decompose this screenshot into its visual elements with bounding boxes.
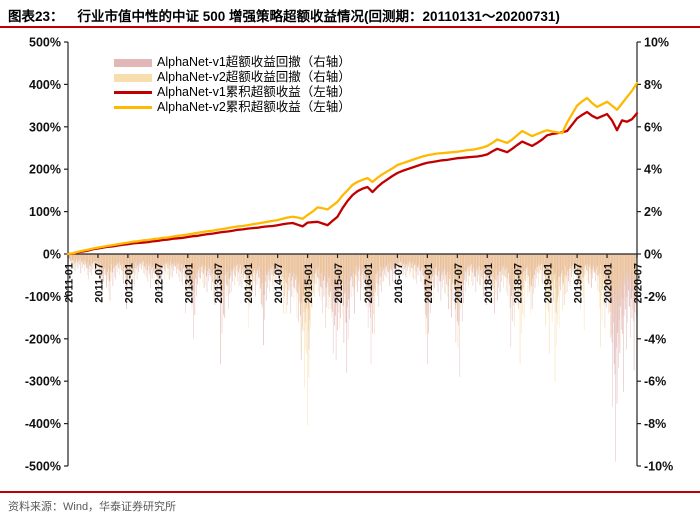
source-note: 资料来源：Wind，华泰证券研究所 (8, 501, 177, 513)
svg-text:-10%: -10% (644, 460, 673, 474)
svg-text:500%: 500% (29, 36, 61, 50)
legend-item-v1-drawdown: AlphaNet-v1超额收益回撤（右轴） (114, 55, 351, 70)
svg-text:-400%: -400% (25, 417, 61, 431)
svg-text:10%: 10% (644, 36, 669, 50)
svg-text:-300%: -300% (25, 375, 61, 389)
svg-text:2011-01: 2011-01 (64, 263, 76, 303)
svg-text:2016-07: 2016-07 (393, 263, 405, 303)
figure-title-prefix: 图表23： (8, 9, 64, 24)
svg-text:2014-07: 2014-07 (273, 263, 285, 303)
svg-text:-200%: -200% (25, 332, 61, 346)
svg-text:100%: 100% (29, 205, 61, 219)
svg-text:-2%: -2% (644, 290, 666, 304)
svg-text:-4%: -4% (644, 332, 666, 346)
svg-text:2013-07: 2013-07 (213, 263, 225, 303)
svg-text:4%: 4% (644, 163, 662, 177)
figure-title-text: 行业市值中性的中证 500 增强策略超额收益情况(回测期：20110131～20… (77, 9, 560, 24)
svg-text:2017-01: 2017-01 (423, 263, 435, 303)
legend-label-v1-cumulative: AlphaNet-v1累积超额收益（左轴） (157, 85, 351, 99)
legend-swatch-v1-drawdown-band (114, 58, 152, 67)
source-underline (0, 491, 700, 493)
svg-text:2015-01: 2015-01 (303, 263, 315, 303)
svg-text:400%: 400% (29, 78, 61, 92)
svg-text:2015-07: 2015-07 (333, 263, 345, 303)
legend-item-v2-cumulative: AlphaNet-v2累积超额收益（左轴） (114, 100, 351, 115)
svg-text:2018-07: 2018-07 (513, 263, 525, 303)
svg-text:8%: 8% (644, 78, 662, 92)
svg-text:2012-01: 2012-01 (123, 263, 135, 303)
legend-item-v2-drawdown: AlphaNet-v2超额收益回撤（右轴） (114, 70, 351, 85)
legend-swatch-v2-drawdown-band (114, 73, 152, 82)
svg-text:2016-01: 2016-01 (363, 263, 375, 303)
svg-text:-500%: -500% (25, 460, 61, 474)
svg-text:300%: 300% (29, 120, 61, 134)
svg-text:2011-07: 2011-07 (93, 263, 105, 303)
svg-text:2012-07: 2012-07 (153, 263, 165, 303)
legend-swatch-v1-line (114, 90, 152, 95)
svg-text:2020-01: 2020-01 (603, 263, 615, 303)
svg-text:2018-01: 2018-01 (483, 263, 495, 303)
svg-text:-100%: -100% (25, 290, 61, 304)
svg-text:2%: 2% (644, 205, 662, 219)
svg-text:0%: 0% (644, 248, 662, 262)
figure-title: 图表23： 行业市值中性的中证 500 增强策略超额收益情况(回测期：201101… (8, 5, 696, 25)
legend-label-v2-cumulative: AlphaNet-v2累积超额收益（左轴） (157, 100, 351, 114)
svg-text:2020-07: 2020-07 (633, 263, 645, 303)
chart-canvas: 500% 400% 300% 200% 100% 0% -100% -200% -300% -40… (25, 36, 673, 474)
svg-text:0%: 0% (43, 248, 61, 262)
legend-label-v2-drawdown: AlphaNet-v2超额收益回撤（右轴） (157, 70, 351, 84)
svg-text:2014-01: 2014-01 (243, 263, 255, 303)
svg-text:200%: 200% (29, 163, 61, 177)
legend-label-v1-drawdown: AlphaNet-v1超额收益回撤（右轴） (157, 55, 351, 69)
svg-text:2019-07: 2019-07 (573, 263, 585, 303)
svg-text:-6%: -6% (644, 375, 666, 389)
svg-text:2019-01: 2019-01 (543, 263, 555, 303)
legend-swatch-v2-line (114, 105, 152, 110)
svg-text:-8%: -8% (644, 417, 666, 431)
title-underline (0, 26, 700, 28)
svg-text:2017-07: 2017-07 (453, 263, 465, 303)
svg-text:2013-01: 2013-01 (183, 263, 195, 303)
svg-text:6%: 6% (644, 120, 662, 134)
chart-legend: AlphaNet-v1超额收益回撤（右轴） AlphaNet-v2超额收益回撤（… (114, 55, 351, 115)
legend-item-v1-cumulative: AlphaNet-v1累积超额收益（左轴） (114, 85, 351, 100)
